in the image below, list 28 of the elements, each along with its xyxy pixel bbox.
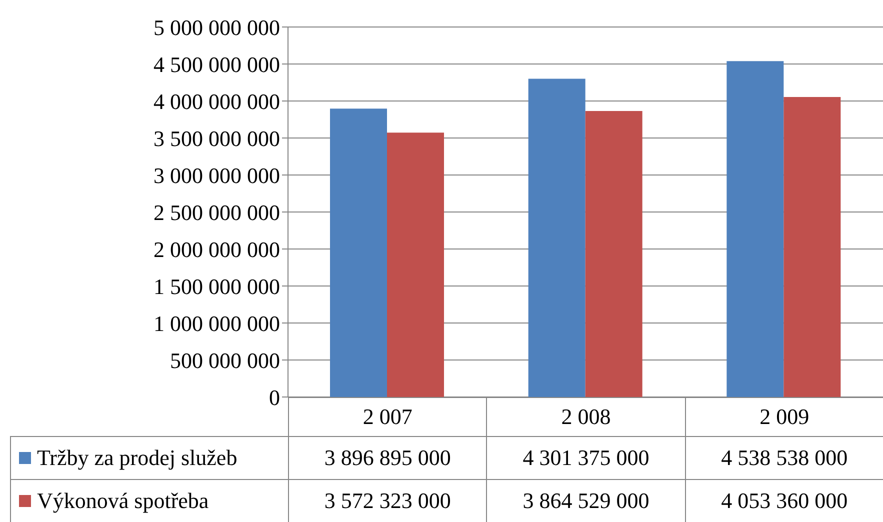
x-tick-label: 2 008 [486,397,685,436]
y-tick-label: 3 000 000 000 [154,162,280,188]
x-tick-label: 2 009 [684,397,883,436]
y-tick-label: 500 000 000 [170,348,280,373]
y-tick-label: 2 500 000 000 [154,200,280,225]
y-tick-label: 4 000 000 000 [154,88,280,114]
x-tick-label: 2 007 [288,397,486,436]
y-tick-label: 1 000 000 000 [154,310,280,336]
bar [784,97,841,397]
bar [330,108,387,397]
data-label: 4 301 375 000 [486,436,685,479]
bar [387,132,444,397]
bar [585,111,642,397]
data-label: 4 053 360 000 [684,479,883,522]
legend-label: Výkonová spotřeba [37,488,209,514]
bar [726,61,784,397]
y-tick-label: 5 000 000 000 [154,14,280,40]
data-label: 3 572 323 000 [288,479,486,522]
data-label: 4 538 538 000 [684,436,883,479]
legend-label: Tržby za prodej služeb [37,445,238,471]
y-tick-label: 4 500 000 000 [154,52,280,77]
y-tick-label: 0 [269,384,280,410]
y-tick-label: 3 500 000 000 [154,126,280,151]
data-label: 3 896 895 000 [288,436,486,479]
y-tick-label: 2 000 000 000 [154,236,280,262]
bar [528,78,586,397]
y-tick-label: 1 500 000 000 [154,274,280,299]
data-label: 3 864 529 000 [486,479,685,522]
